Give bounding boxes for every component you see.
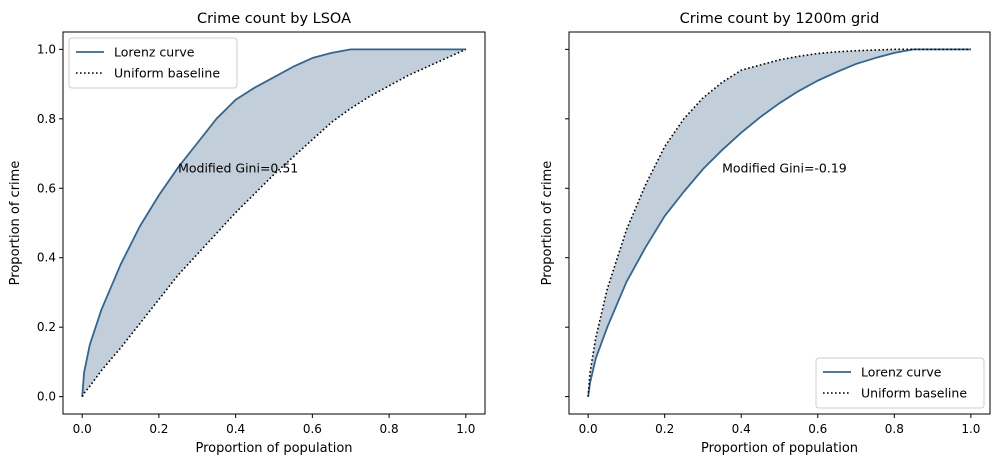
legend-label: Uniform baseline bbox=[861, 386, 967, 401]
x-tick-label: 0.0 bbox=[579, 422, 598, 436]
legend-label: Lorenz curve bbox=[114, 45, 195, 60]
x-tick-label: 0.6 bbox=[303, 422, 322, 436]
lorenz-curve-line bbox=[81, 48, 466, 397]
y-axis-label: Proportion of crime bbox=[540, 161, 555, 286]
gini-annotation: Modified Gini=0.51 bbox=[178, 160, 298, 175]
uniform-baseline-line bbox=[587, 48, 971, 397]
legend-label: Lorenz curve bbox=[861, 365, 942, 380]
legend: Lorenz curve Uniform baseline bbox=[68, 37, 238, 89]
x-tick-label: 0.2 bbox=[149, 422, 168, 436]
gini-annotation: Modified Gini=-0.19 bbox=[722, 160, 847, 175]
uniform-baseline-line bbox=[81, 48, 467, 398]
lorenz-curve-line bbox=[587, 48, 971, 397]
x-axis-label: Proportion of population bbox=[195, 441, 352, 456]
y-tick-label: 0.6 bbox=[37, 181, 56, 195]
y-tick-label: 0.4 bbox=[37, 251, 56, 265]
x-tick-label: 0.4 bbox=[732, 422, 751, 436]
x-axis-label: Proportion of population bbox=[701, 441, 858, 456]
legend-box bbox=[68, 37, 238, 89]
y-tick-label: 0.8 bbox=[37, 112, 56, 126]
y-tick-label: 1.0 bbox=[37, 42, 56, 56]
x-tick-label: 0.6 bbox=[808, 422, 827, 436]
y-tick-label: 0.2 bbox=[37, 320, 56, 334]
fill-between-area bbox=[82, 49, 466, 397]
x-tick-label: 0.0 bbox=[73, 422, 92, 436]
legend: Lorenz curve Uniform baseline bbox=[815, 357, 985, 409]
x-tick-label: 0.2 bbox=[655, 422, 674, 436]
y-axis-label: Proportion of crime bbox=[8, 161, 23, 286]
x-tick-label: 0.8 bbox=[380, 422, 399, 436]
fill-between-area bbox=[588, 49, 971, 397]
chart-title: Crime count by 1200m grid bbox=[680, 11, 880, 27]
axes-frame bbox=[62, 31, 486, 415]
x-tick-label: 0.4 bbox=[226, 422, 245, 436]
chart-panel-2: 0.0 0.2 0.4 0.6 0.8 1.0 Crime count by 1200m g… bbox=[540, 11, 991, 456]
axes-frame bbox=[568, 31, 991, 415]
legend-box bbox=[815, 357, 985, 409]
chart-panel-1: 0.0 0.0 0.2 0.2 0.4 0.4 0.6 0.6 0.8 0.8 1.0 1.0 Crim… bbox=[8, 11, 486, 456]
chart-title: Crime count by LSOA bbox=[197, 11, 351, 27]
x-tick-label: 1.0 bbox=[961, 422, 980, 436]
y-tick-label: 0.0 bbox=[37, 390, 56, 404]
x-tick-label: 0.8 bbox=[885, 422, 904, 436]
legend-label: Uniform baseline bbox=[114, 66, 220, 81]
x-tick-label: 1.0 bbox=[456, 422, 475, 436]
